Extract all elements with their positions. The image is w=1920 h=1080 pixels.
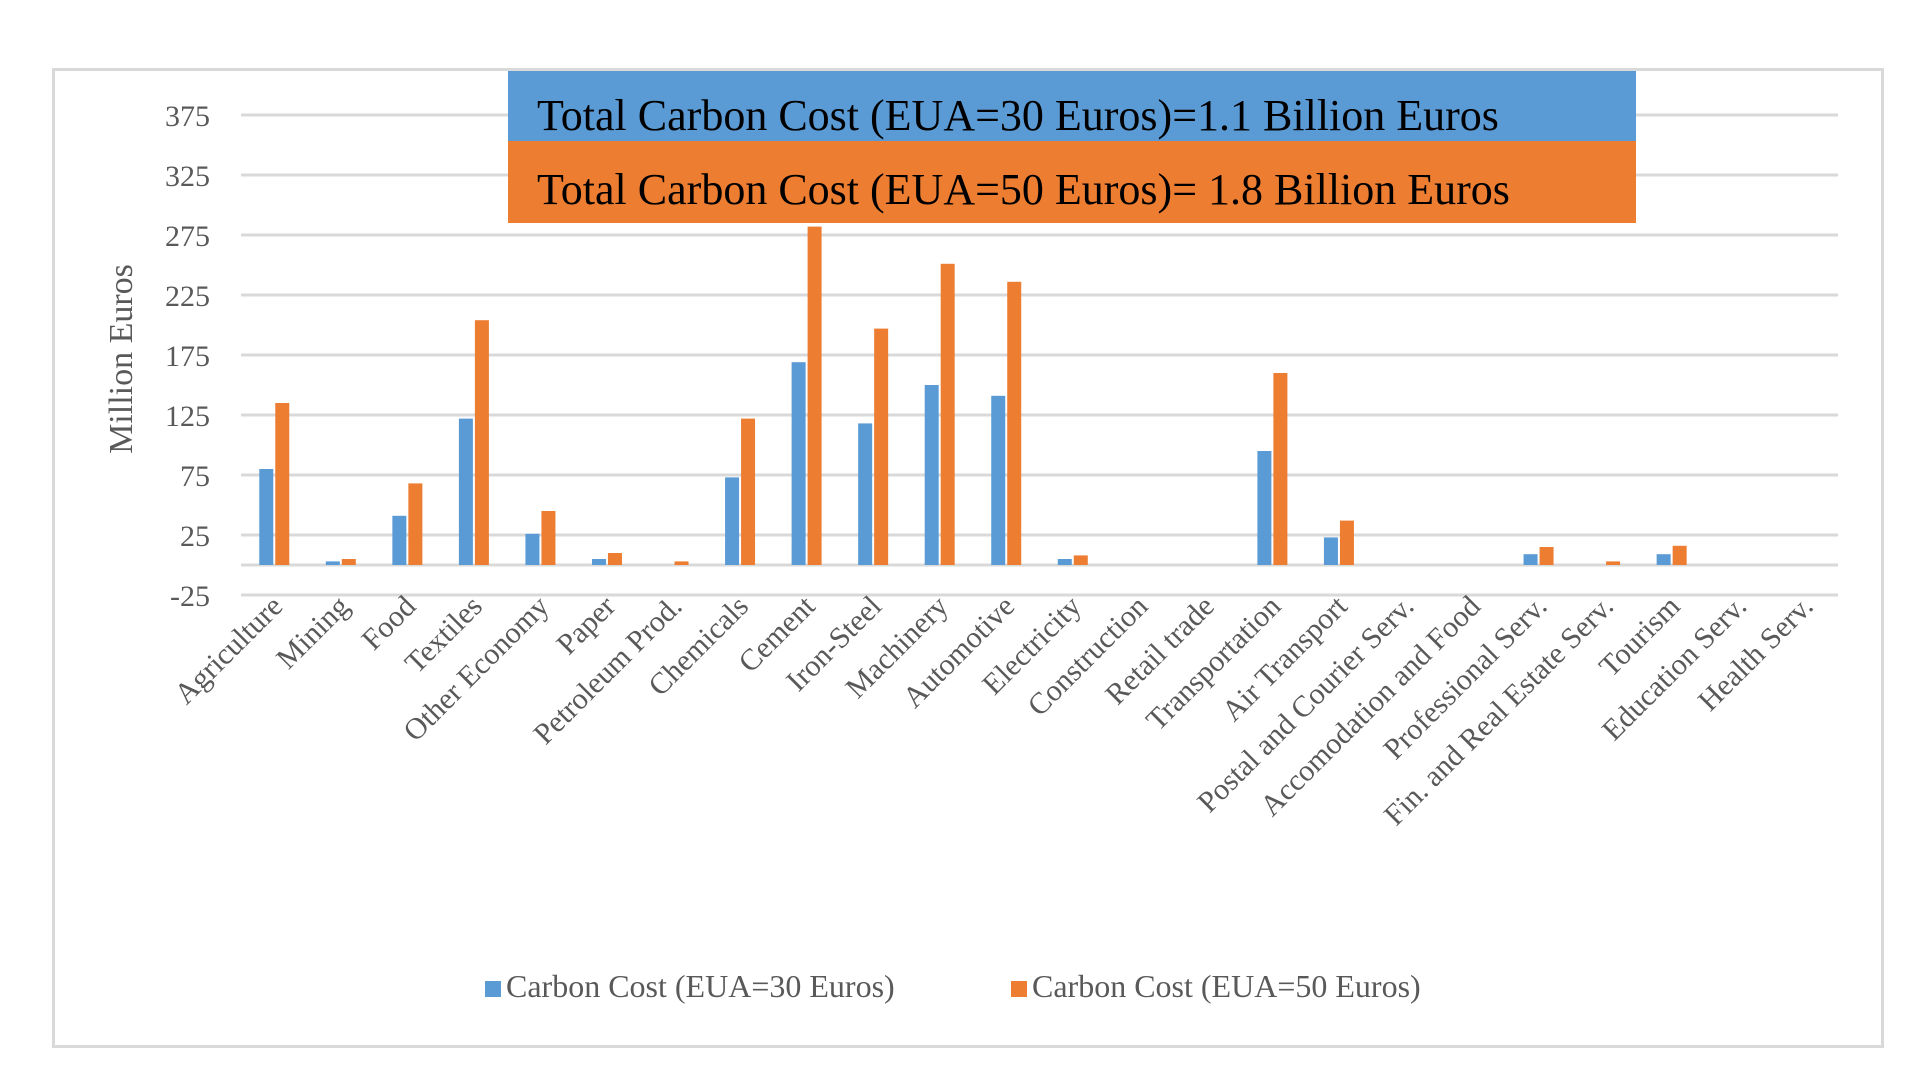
bar-eua50 [1007,281,1022,565]
bar-eua30 [1523,554,1538,565]
y-axis-label: Million Euros [103,264,140,454]
y-tick-label: 175 [165,340,210,373]
bar-eua30 [458,418,473,565]
x-tick-label: Mining [270,590,356,676]
bar-eua50 [474,320,489,565]
bar-eua30 [259,469,274,565]
bar-eua50 [940,263,955,565]
annotation-text-eua50: Total Carbon Cost (EUA=50 Euros)= 1.8 Bi… [537,165,1510,214]
bar-eua30 [991,395,1006,565]
bar-eua50 [741,418,756,565]
bar-eua30 [325,561,340,565]
y-tick-label: 325 [165,160,210,193]
bar-eua30 [525,533,540,565]
legend-swatch-eua30 [485,981,501,997]
gridlines [241,113,1838,597]
y-tick-label: -25 [170,580,210,613]
bar-eua50 [1539,547,1554,565]
bar-eua50 [1073,555,1088,565]
bar-eua50 [874,328,889,565]
bar-eua50 [541,511,556,565]
bar-eua30 [1057,559,1072,565]
bar-eua30 [1323,537,1338,565]
bar-eua30 [858,423,873,565]
bar-eua50 [275,403,290,565]
bar-eua50 [408,483,423,565]
bar-eua50 [674,561,689,565]
legend-label-eua50: Carbon Cost (EUA=50 Euros) [1032,968,1421,1004]
y-tick-label: 375 [165,100,210,133]
bar-eua50 [607,553,622,565]
bars [259,226,1687,565]
bar-eua50 [1273,373,1288,565]
bar-eua30 [791,362,806,565]
legend-label-eua30: Carbon Cost (EUA=30 Euros) [506,968,895,1004]
bar-eua50 [341,559,356,565]
y-tick-label: 225 [165,280,210,313]
y-tick-label: 125 [165,400,210,433]
bar-eua50 [1606,561,1621,565]
y-tick-label: 25 [180,520,210,553]
annotation-box-eua30 [508,71,1636,143]
chart-frame [52,68,1884,1048]
annotation-box-eua50 [508,141,1636,223]
bar-eua30 [725,477,740,565]
bar-eua30 [924,385,939,565]
legend: Carbon Cost (EUA=30 Euros) Carbon Cost (… [485,968,1421,1004]
legend-swatch-eua50 [1011,981,1027,997]
bar-eua30 [392,515,407,565]
y-axis-ticks: 375 325 275 225 175 125 75 25 -25 [165,100,210,613]
bar-eua50 [1672,545,1687,565]
y-tick-label: 275 [165,220,210,253]
bar-eua30 [1656,554,1671,565]
bar-eua30 [591,559,606,565]
bar-eua50 [1339,520,1354,565]
y-tick-label: 75 [180,460,210,493]
annotation-text-eua30: Total Carbon Cost (EUA=30 Euros)=1.1 Bil… [537,91,1499,140]
bar-eua30 [1257,451,1272,565]
bar-eua50 [807,226,822,565]
